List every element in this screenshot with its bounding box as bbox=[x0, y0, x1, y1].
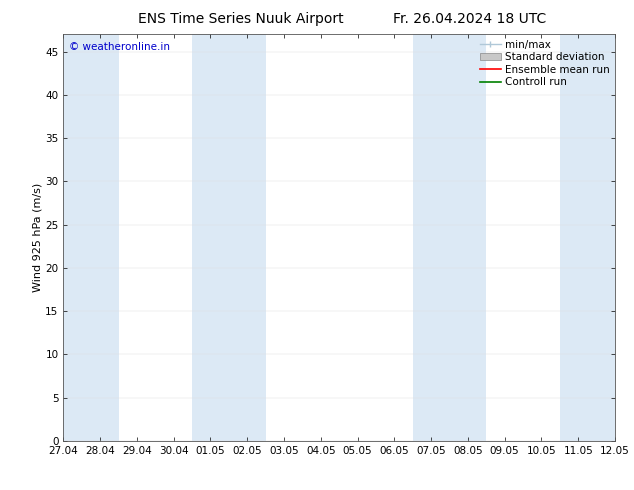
Text: Fr. 26.04.2024 18 UTC: Fr. 26.04.2024 18 UTC bbox=[392, 12, 546, 26]
Text: © weatheronline.in: © weatheronline.in bbox=[69, 43, 170, 52]
Bar bbox=[413, 34, 486, 441]
Bar bbox=[560, 34, 615, 441]
Bar bbox=[63, 34, 119, 441]
Legend: min/max, Standard deviation, Ensemble mean run, Controll run: min/max, Standard deviation, Ensemble me… bbox=[478, 37, 612, 89]
Bar bbox=[192, 34, 266, 441]
Y-axis label: Wind 925 hPa (m/s): Wind 925 hPa (m/s) bbox=[32, 183, 42, 292]
Text: ENS Time Series Nuuk Airport: ENS Time Series Nuuk Airport bbox=[138, 12, 344, 26]
